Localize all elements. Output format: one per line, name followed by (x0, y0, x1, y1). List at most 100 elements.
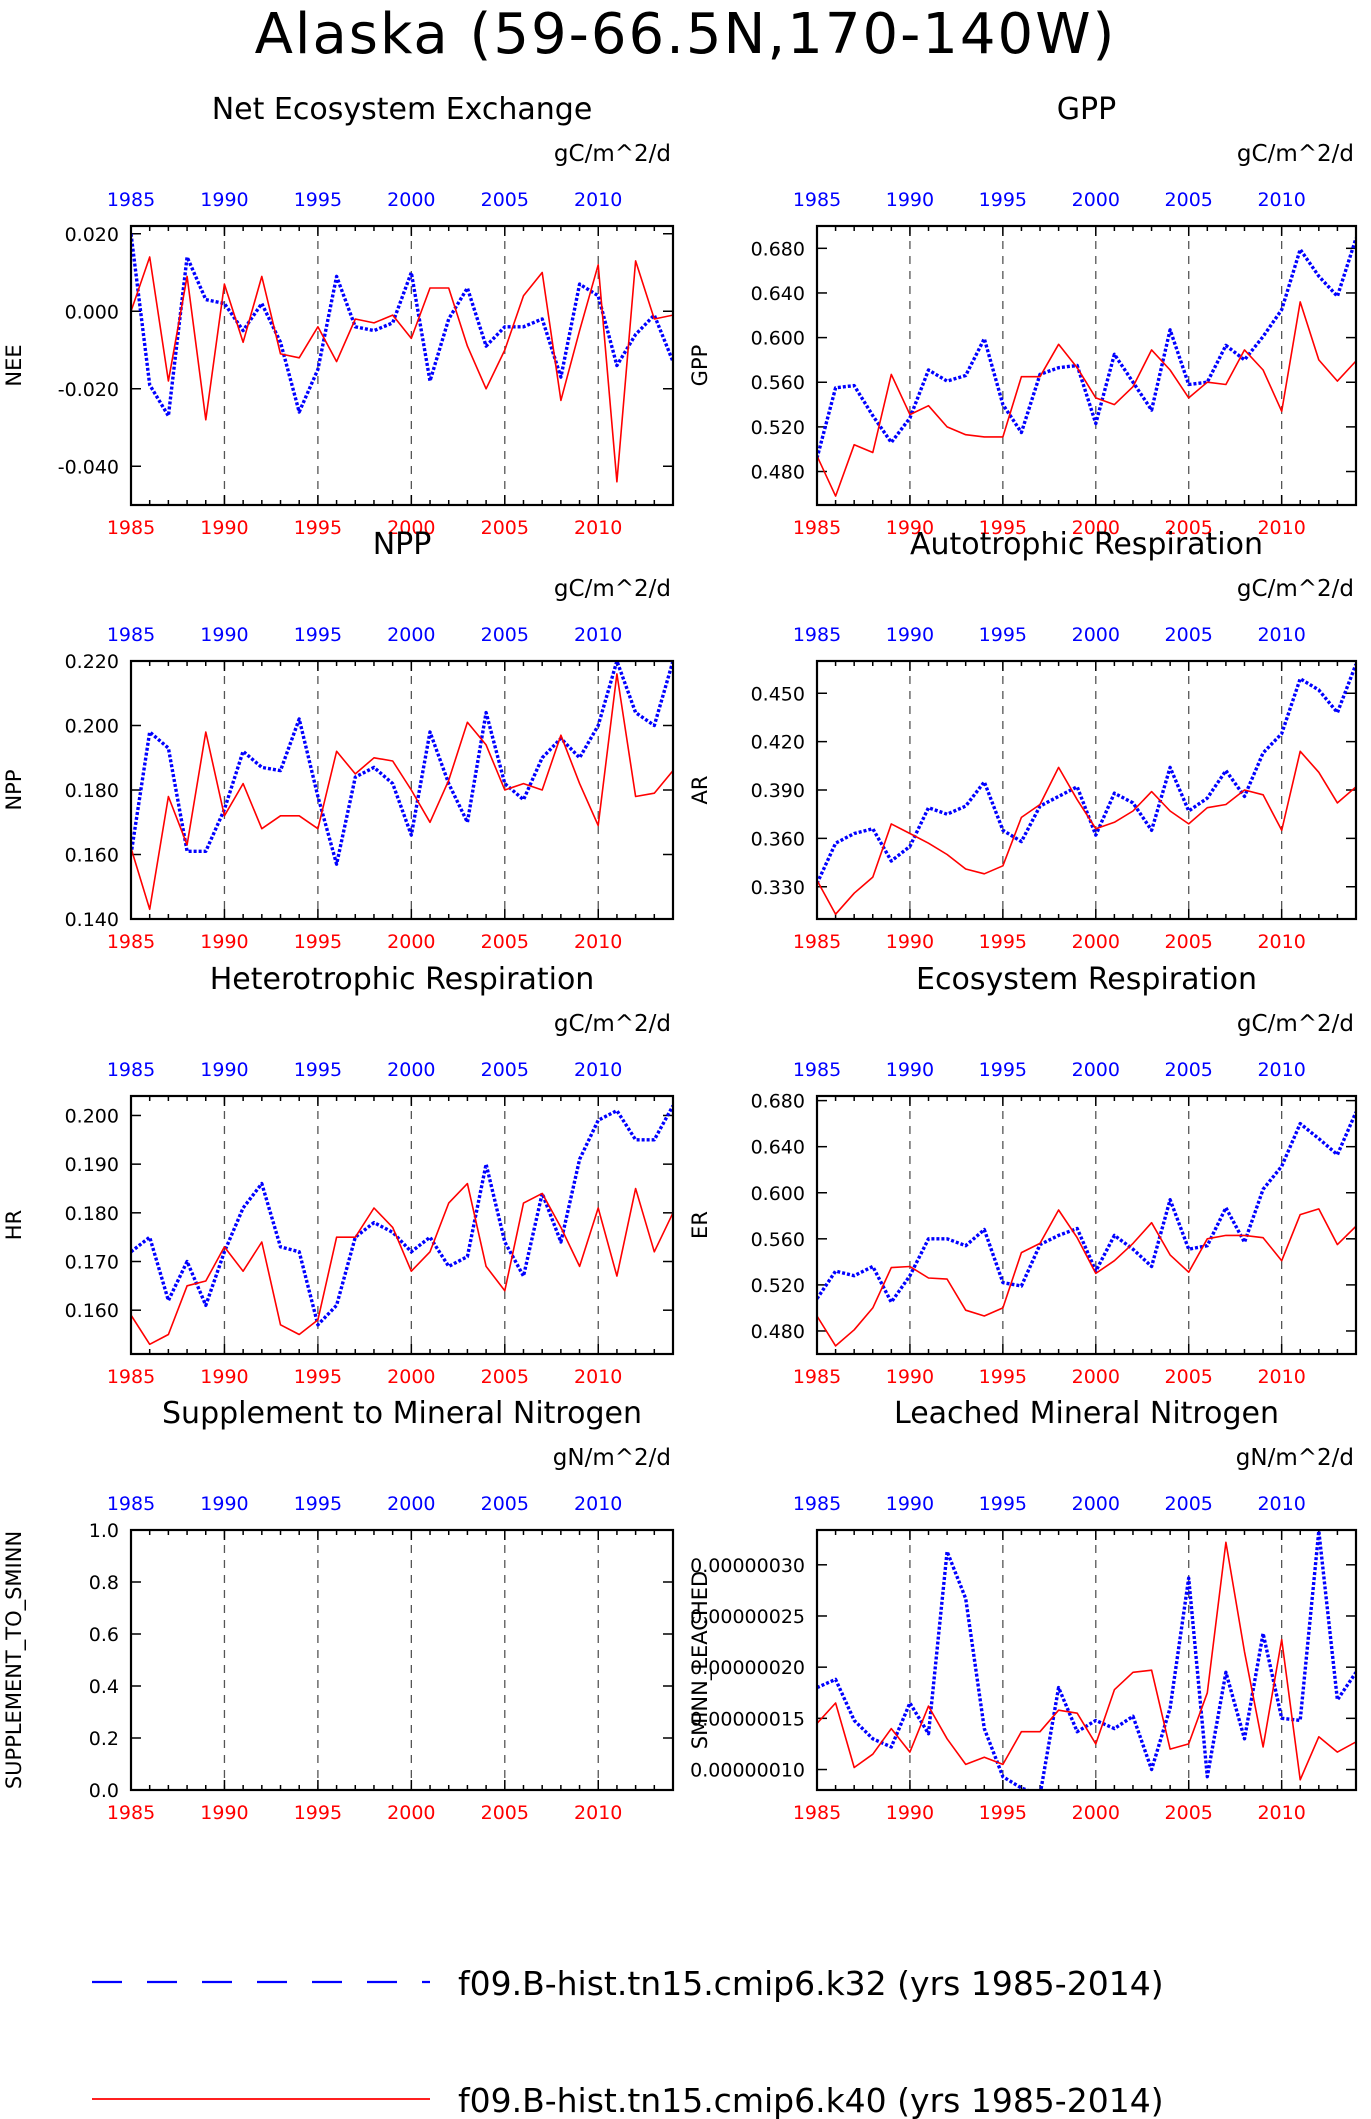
x-tick-label-top: 2000 (1072, 1059, 1120, 1081)
y-tick-label: 0.170 (65, 1252, 119, 1274)
y-tick-label: 0.190 (65, 1154, 119, 1176)
y-tick-label: 0.330 (751, 877, 805, 899)
y-tick-label: 0.390 (751, 780, 805, 802)
x-tick-label-top: 2005 (1165, 624, 1213, 646)
x-tick-label-top: 2010 (1257, 1059, 1305, 1081)
series-line-1 (817, 237, 1356, 459)
x-tick-label-top: 2000 (1072, 1493, 1120, 1515)
series-line-2 (817, 1208, 1356, 1347)
x-tick-label-top: 1995 (979, 1493, 1027, 1515)
x-tick-label-bottom: 1985 (107, 1802, 155, 1824)
x-tick-label-top: 1985 (793, 189, 841, 211)
x-tick-label-bottom: 1990 (200, 1366, 248, 1388)
x-tick-label-top: 2005 (1165, 1059, 1213, 1081)
x-tick-label-top: 2010 (574, 1059, 622, 1081)
panel-2: GPP gC/m^2/d GPP 1985 1985 1990 1990 1995 1995 20… (688, 92, 1358, 539)
x-tick-label-bottom: 1995 (294, 931, 342, 953)
x-tick-label-top: 1990 (886, 1059, 934, 1081)
plot-frame (815, 1528, 1358, 1792)
panel-title: Leached Mineral Nitrogen (894, 1396, 1279, 1431)
y-axis-label: SMINN_LEACHED (688, 1571, 713, 1749)
series-line-2 (817, 750, 1356, 916)
y-tick-label: 0.160 (65, 1300, 119, 1322)
x-tick-label-top: 2010 (574, 189, 622, 211)
y-tick-label: 0.140 (65, 909, 119, 931)
x-tick-label-top: 1990 (200, 624, 248, 646)
x-tick-label-bottom: 1985 (107, 517, 155, 539)
y-tick-label: 0.00000010 (690, 1760, 805, 1782)
x-tick-label-bottom: 2005 (1165, 1366, 1213, 1388)
x-tick-label-top: 1995 (979, 1059, 1027, 1081)
panel-title: Heterotrophic Respiration (210, 962, 595, 997)
x-tick-label-bottom: 2005 (1165, 1802, 1213, 1824)
y-tick-label: 0.000 (65, 301, 119, 323)
y-tick-label: 0.560 (751, 1229, 805, 1251)
x-tick-label-bottom: 2000 (1072, 517, 1120, 539)
series-line-2 (131, 1182, 673, 1346)
x-tick-label-top: 1990 (886, 189, 934, 211)
x-tick-label-bottom: 1990 (886, 1802, 934, 1824)
panel-title: Supplement to Mineral Nitrogen (162, 1396, 642, 1431)
y-tick-label: 0.200 (65, 1105, 119, 1127)
x-tick-label-bottom: 1995 (294, 1802, 342, 1824)
y-tick-label: 0.360 (751, 828, 805, 850)
units-label: gC/m^2/d (554, 1011, 671, 1037)
y-axis-label: HR (2, 1210, 26, 1240)
panel-7: Supplement to Mineral Nitrogen gN/m^2/d SU… (2, 1396, 675, 1824)
x-tick-label-bottom: 2005 (481, 517, 529, 539)
y-tick-label: 0.00000015 (690, 1708, 805, 1730)
x-tick-label-bottom: 1990 (886, 517, 934, 539)
plot-frame (129, 224, 675, 507)
series-line-2 (817, 1541, 1356, 1781)
x-tick-label-bottom: 1990 (886, 1366, 934, 1388)
x-tick-label-top: 1995 (294, 189, 342, 211)
x-tick-label-bottom: 2000 (387, 931, 435, 953)
x-tick-label-top: 1985 (793, 624, 841, 646)
x-tick-label-bottom: 1995 (294, 1366, 342, 1388)
panel-title: GPP (1057, 92, 1116, 127)
x-tick-label-top: 2000 (387, 1493, 435, 1515)
y-tick-label: 0.160 (65, 845, 119, 867)
y-tick-label: 0.520 (751, 1275, 805, 1297)
series-line-2 (131, 673, 673, 911)
x-tick-label-top: 1985 (107, 1493, 155, 1515)
x-tick-label-bottom: 1990 (200, 517, 248, 539)
legend-label-1: f09.B-hist.tn15.cmip6.k32 (yrs 1985-2014… (458, 1964, 1164, 2003)
y-tick-label: -0.040 (58, 456, 119, 478)
series-line-1 (817, 1530, 1356, 1790)
plot-frame (815, 659, 1358, 921)
x-tick-label-bottom: 1995 (979, 1802, 1027, 1824)
y-tick-label: 0.420 (751, 732, 805, 754)
x-tick-label-bottom: 1985 (107, 1366, 155, 1388)
x-tick-label-bottom: 2005 (1165, 931, 1213, 953)
x-tick-label-top: 1990 (200, 1493, 248, 1515)
y-tick-label: 0.6 (89, 1624, 119, 1646)
y-tick-label: 0.020 (65, 224, 119, 246)
y-tick-label: 0.520 (751, 417, 805, 439)
y-tick-label: 0.2 (89, 1728, 119, 1750)
y-axis-label: ER (688, 1211, 712, 1239)
y-tick-label: 0.4 (89, 1676, 119, 1698)
panel-title: Autotrophic Respiration (910, 527, 1263, 562)
x-tick-label-bottom: 1990 (200, 931, 248, 953)
x-tick-label-bottom: 2005 (1165, 517, 1213, 539)
x-tick-label-top: 2000 (387, 624, 435, 646)
x-tick-label-bottom: 2005 (481, 1366, 529, 1388)
x-tick-label-top: 1995 (979, 624, 1027, 646)
x-tick-label-top: 2000 (387, 189, 435, 211)
x-tick-label-top: 2010 (1257, 189, 1305, 211)
units-label: gC/m^2/d (1237, 1011, 1354, 1037)
x-tick-label-top: 2010 (574, 624, 622, 646)
x-tick-label-bottom: 1995 (979, 1366, 1027, 1388)
y-axis-label: GPP (688, 345, 712, 387)
plot-frame (815, 224, 1358, 507)
x-tick-label-top: 2010 (1257, 624, 1305, 646)
units-label: gC/m^2/d (1237, 576, 1354, 602)
plot-frame (129, 659, 675, 921)
y-tick-label: 0.560 (751, 372, 805, 394)
y-tick-label: 0.680 (751, 1091, 805, 1113)
x-tick-label-top: 1985 (107, 1059, 155, 1081)
series-line-2 (131, 256, 673, 483)
panel-1: Net Ecosystem Exchange gC/m^2/d NEE 1985 198… (2, 92, 675, 539)
